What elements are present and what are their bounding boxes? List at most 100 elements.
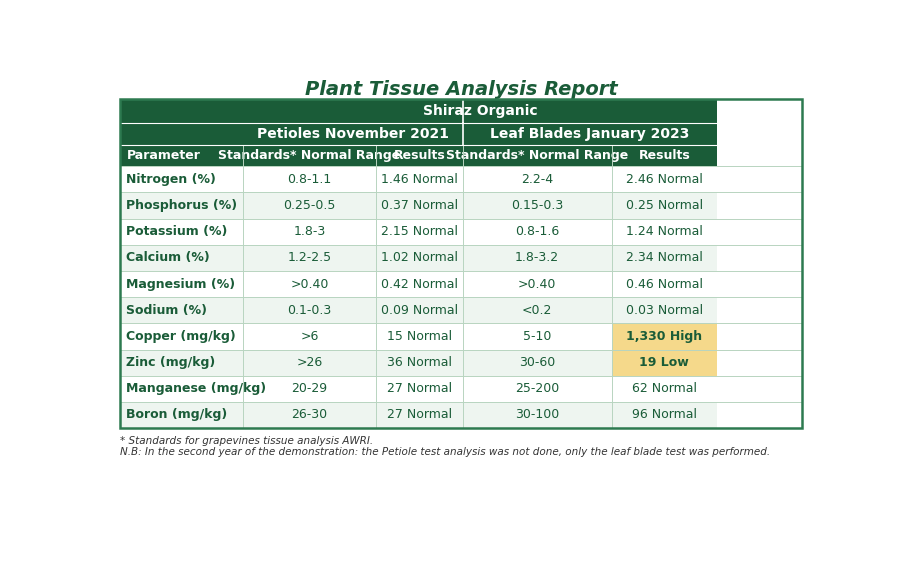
Bar bbox=[612, 219, 717, 245]
Bar bbox=[463, 123, 717, 145]
Bar bbox=[463, 219, 612, 245]
Text: Boron (mg/kg): Boron (mg/kg) bbox=[126, 409, 228, 421]
Bar bbox=[121, 271, 243, 297]
Bar bbox=[376, 145, 463, 166]
Text: Standards* Normal Range: Standards* Normal Range bbox=[446, 149, 628, 162]
Text: 30-60: 30-60 bbox=[519, 356, 555, 369]
Text: 0.46 Normal: 0.46 Normal bbox=[626, 278, 703, 291]
Text: Sodium (%): Sodium (%) bbox=[126, 304, 207, 317]
Bar bbox=[376, 402, 463, 428]
Bar bbox=[121, 99, 243, 123]
Text: 1.02 Normal: 1.02 Normal bbox=[381, 252, 458, 264]
Bar bbox=[121, 123, 243, 145]
Text: Standards* Normal Range: Standards* Normal Range bbox=[218, 149, 400, 162]
Bar bbox=[612, 245, 717, 271]
Text: 0.42 Normal: 0.42 Normal bbox=[381, 278, 458, 291]
Bar bbox=[243, 166, 376, 193]
Bar bbox=[243, 193, 376, 219]
Text: 0.1-0.3: 0.1-0.3 bbox=[287, 304, 331, 317]
Bar bbox=[612, 193, 717, 219]
Bar bbox=[376, 166, 463, 193]
Text: 25-200: 25-200 bbox=[515, 383, 559, 395]
Text: >0.40: >0.40 bbox=[518, 278, 556, 291]
Bar bbox=[243, 219, 376, 245]
Bar bbox=[243, 245, 376, 271]
Text: 30-100: 30-100 bbox=[515, 409, 559, 421]
Text: Petioles November 2021: Petioles November 2021 bbox=[256, 127, 449, 141]
Text: 1.8-3: 1.8-3 bbox=[293, 225, 326, 238]
Bar bbox=[376, 193, 463, 219]
Text: 0.09 Normal: 0.09 Normal bbox=[381, 304, 458, 317]
Text: Phosphorus (%): Phosphorus (%) bbox=[126, 199, 238, 212]
Bar bbox=[463, 145, 612, 166]
Text: Leaf Blades January 2023: Leaf Blades January 2023 bbox=[491, 127, 689, 141]
Bar bbox=[121, 350, 243, 376]
Text: 5-10: 5-10 bbox=[523, 330, 552, 343]
Bar bbox=[121, 99, 802, 428]
Bar bbox=[243, 350, 376, 376]
Bar bbox=[121, 219, 243, 245]
Bar bbox=[463, 402, 612, 428]
Bar bbox=[121, 145, 243, 166]
Text: >26: >26 bbox=[296, 356, 322, 369]
Bar bbox=[121, 376, 243, 402]
Bar bbox=[612, 166, 717, 193]
Bar bbox=[121, 297, 243, 323]
Bar bbox=[612, 350, 717, 376]
Bar bbox=[243, 271, 376, 297]
Text: 2.34 Normal: 2.34 Normal bbox=[626, 252, 703, 264]
Text: 0.8-1.6: 0.8-1.6 bbox=[515, 225, 559, 238]
Text: >6: >6 bbox=[301, 330, 319, 343]
Bar bbox=[612, 297, 717, 323]
Text: Nitrogen (%): Nitrogen (%) bbox=[126, 173, 216, 186]
Text: 27 Normal: 27 Normal bbox=[387, 383, 452, 395]
Text: <0.2: <0.2 bbox=[522, 304, 553, 317]
Bar bbox=[376, 219, 463, 245]
Bar bbox=[243, 376, 376, 402]
Text: 1.2-2.5: 1.2-2.5 bbox=[287, 252, 331, 264]
Text: 15 Normal: 15 Normal bbox=[387, 330, 452, 343]
Text: 0.25-0.5: 0.25-0.5 bbox=[284, 199, 336, 212]
Bar bbox=[463, 193, 612, 219]
Bar bbox=[463, 271, 612, 297]
Text: 19 Low: 19 Low bbox=[639, 356, 689, 369]
Bar bbox=[243, 123, 463, 145]
Bar bbox=[121, 323, 243, 350]
Text: Magnesium (%): Magnesium (%) bbox=[126, 278, 236, 291]
Bar bbox=[376, 350, 463, 376]
Bar bbox=[463, 323, 612, 350]
Text: N.B: In the second year of the demonstration: the Petiole test analysis was not : N.B: In the second year of the demonstra… bbox=[121, 447, 770, 456]
Text: Shiraz Organic: Shiraz Organic bbox=[422, 104, 537, 118]
Text: >0.40: >0.40 bbox=[290, 278, 328, 291]
Bar bbox=[121, 193, 243, 219]
Bar bbox=[243, 402, 376, 428]
Bar bbox=[463, 376, 612, 402]
Text: 2.46 Normal: 2.46 Normal bbox=[626, 173, 703, 186]
Text: Potassium (%): Potassium (%) bbox=[126, 225, 228, 238]
Text: 36 Normal: 36 Normal bbox=[387, 356, 452, 369]
Text: 27 Normal: 27 Normal bbox=[387, 409, 452, 421]
Bar bbox=[463, 166, 612, 193]
Text: Results: Results bbox=[638, 149, 690, 162]
Text: 26-30: 26-30 bbox=[292, 409, 328, 421]
Bar bbox=[612, 402, 717, 428]
Bar bbox=[612, 271, 717, 297]
Text: 1,330 High: 1,330 High bbox=[626, 330, 702, 343]
Text: 2.15 Normal: 2.15 Normal bbox=[381, 225, 458, 238]
Text: 0.15-0.3: 0.15-0.3 bbox=[511, 199, 563, 212]
Bar bbox=[463, 245, 612, 271]
Text: Calcium (%): Calcium (%) bbox=[126, 252, 211, 264]
Bar bbox=[121, 245, 243, 271]
Text: 2.2-4: 2.2-4 bbox=[521, 173, 553, 186]
Text: 0.8-1.1: 0.8-1.1 bbox=[287, 173, 331, 186]
Bar bbox=[376, 297, 463, 323]
Bar bbox=[376, 271, 463, 297]
Bar bbox=[376, 245, 463, 271]
Text: Plant Tissue Analysis Report: Plant Tissue Analysis Report bbox=[305, 80, 617, 99]
Bar bbox=[463, 297, 612, 323]
Text: Parameter: Parameter bbox=[126, 149, 201, 162]
Text: * Standards for grapevines tissue analysis AWRI.: * Standards for grapevines tissue analys… bbox=[121, 436, 374, 446]
Text: Zinc (mg/kg): Zinc (mg/kg) bbox=[126, 356, 216, 369]
Text: 96 Normal: 96 Normal bbox=[632, 409, 697, 421]
Bar bbox=[612, 145, 717, 166]
